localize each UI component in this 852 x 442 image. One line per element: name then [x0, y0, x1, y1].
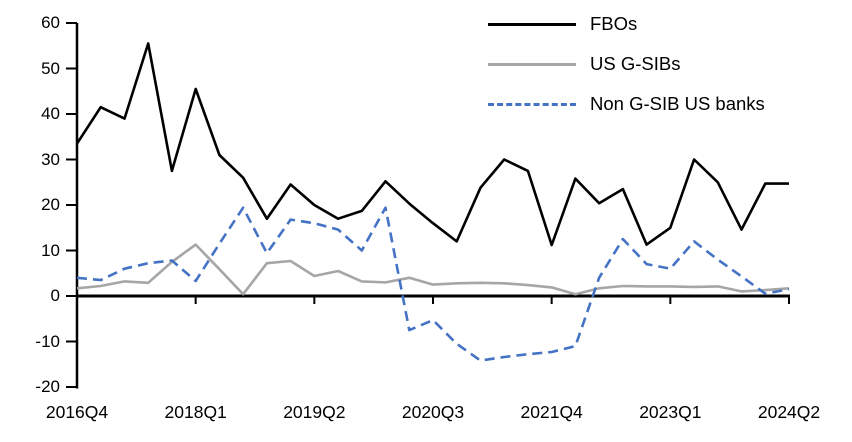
legend: FBOs US G-SIBs Non G-SIB US banks: [488, 4, 765, 124]
series-line-us-g-sibs: [76, 243, 790, 296]
legend-label-non-gsib: Non G-SIB US banks: [590, 93, 765, 114]
series-line-fbos: [75, 42, 789, 247]
non-gsib-line-swatch: [488, 102, 576, 106]
us-gsibs-line-swatch: [488, 62, 576, 66]
x-tick-label: 2020Q3: [401, 402, 465, 422]
y-tick-label: -10: [35, 331, 60, 351]
fbos-line-swatch: [488, 22, 576, 26]
legend-item-fbos: FBOs: [488, 4, 765, 44]
x-tick-label: 2021Q4: [520, 402, 583, 422]
series-line-non-g-sib-us-banks: [76, 206, 790, 362]
y-tick-label: 30: [41, 149, 60, 169]
legend-item-us-gsibs: US G-SIBs: [488, 44, 765, 84]
y-tick-label: 60: [41, 13, 60, 32]
y-tick-label: -20: [35, 377, 60, 396]
y-tick-label: 10: [41, 240, 60, 260]
y-tick-label: 0: [50, 286, 60, 305]
x-tick-label: 2019Q2: [283, 402, 346, 422]
legend-label-fbos: FBOs: [590, 13, 638, 34]
x-tick-label: 2024Q2: [757, 402, 821, 422]
y-tick-label: 40: [41, 104, 60, 123]
legend-label-us-gsibs: US G-SIBs: [590, 53, 681, 74]
x-tick-label: 2023Q1: [639, 402, 702, 422]
y-tick-label: 50: [41, 58, 60, 78]
y-tick-label: 20: [41, 195, 60, 214]
legend-item-non-gsib: Non G-SIB US banks: [488, 84, 765, 124]
x-tick-label: 2016Q4: [45, 402, 109, 422]
x-tick-label: 2018Q1: [164, 402, 227, 422]
